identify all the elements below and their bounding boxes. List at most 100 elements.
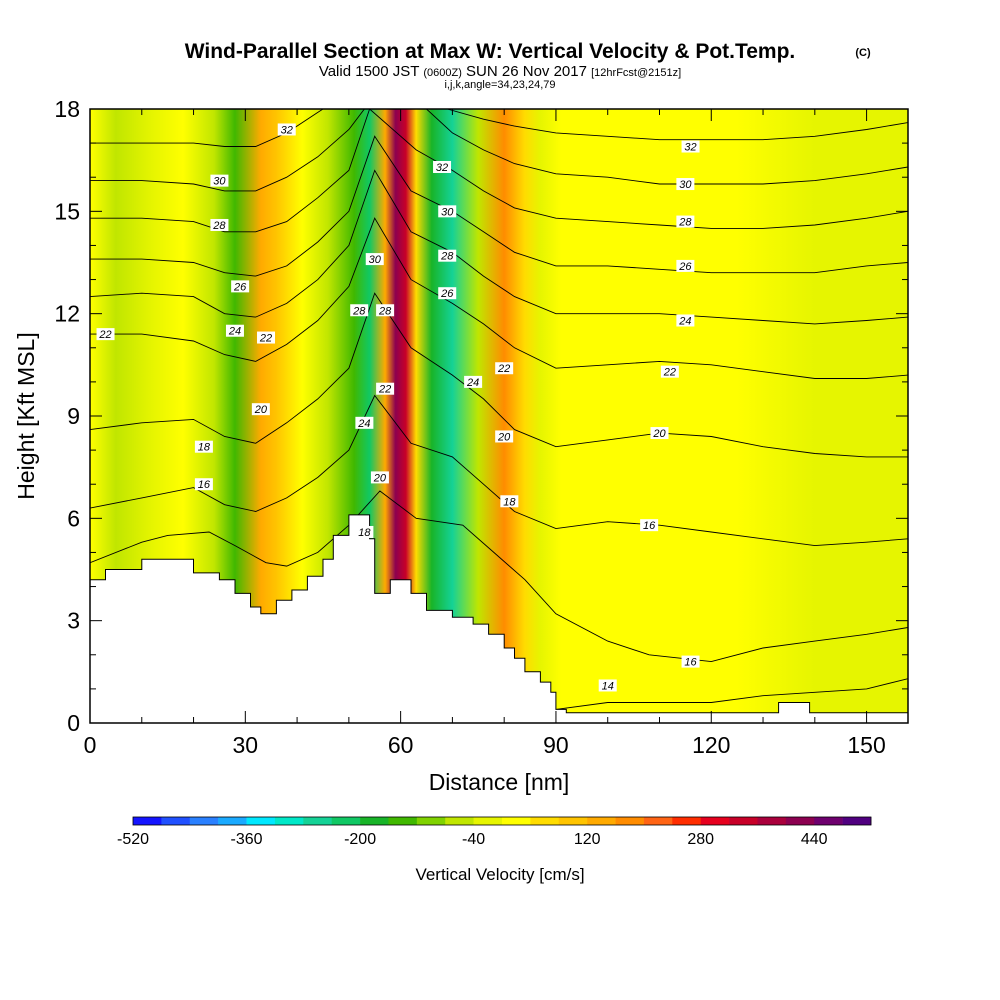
colorbar-swatch xyxy=(558,817,588,825)
contour-label: 20 xyxy=(495,430,514,443)
potential-temperature-contours xyxy=(90,109,908,710)
colorbar-tick-label: 440 xyxy=(801,831,828,848)
y-tick-label: 6 xyxy=(67,505,80,531)
contour-label: 20 xyxy=(251,403,270,416)
contour-label-bg xyxy=(277,123,296,136)
title-mark: (C) xyxy=(855,47,871,59)
contour-label-bg xyxy=(438,205,457,218)
contour-label-bg xyxy=(376,382,395,395)
colorbar-swatch xyxy=(189,817,219,825)
contour-label: 30 xyxy=(676,178,695,191)
contour-label: 16 xyxy=(640,519,659,532)
colorbar-swatch xyxy=(246,817,276,825)
contour-label-text: 28 xyxy=(678,217,692,229)
contour-label: 16 xyxy=(194,478,213,491)
contour-label: 22 xyxy=(257,331,276,345)
contour-label: 22 xyxy=(96,328,115,341)
contour-label-text: 14 xyxy=(602,680,614,692)
theta-contour-18 xyxy=(90,394,908,547)
contour-label: 32 xyxy=(277,123,296,136)
contour-labels: 32 30 28 26 24 22 22 20 18 16 30 28 28 24 22 20 18 32 30 28… xyxy=(96,123,700,692)
colorbar-swatch xyxy=(274,817,304,825)
colorbar-tick-label: 120 xyxy=(574,831,601,848)
contour-label-text: 20 xyxy=(254,404,268,416)
contour-label-text: 28 xyxy=(440,251,454,263)
contour-label-text: 22 xyxy=(378,384,391,396)
y-axis-label: Height [Kft MSL] xyxy=(13,332,39,499)
theta-contour-32 xyxy=(90,109,324,147)
contour-label: 18 xyxy=(194,440,213,454)
x-tick-label: 60 xyxy=(388,732,414,758)
contour-label-bg xyxy=(210,218,229,231)
contour-label-bg xyxy=(210,174,229,187)
contour-label: 28 xyxy=(676,215,695,229)
contour-label-bg xyxy=(370,471,389,484)
contour-label-bg xyxy=(650,427,669,440)
colorbar-swatch xyxy=(360,817,389,825)
contour-label-bg xyxy=(500,495,519,508)
y-tick-label: 3 xyxy=(67,608,80,634)
contour-label-bg xyxy=(676,178,695,191)
y-tick-label: 18 xyxy=(54,96,80,122)
contour-label-text: 18 xyxy=(358,527,371,539)
contour-label: 16 xyxy=(681,655,700,669)
colorbar-frame xyxy=(132,816,872,826)
contour-label-text: 22 xyxy=(98,329,111,341)
colorbar-swatch xyxy=(502,817,531,825)
contour-label-text: 24 xyxy=(228,326,241,338)
contour-label-bg xyxy=(676,215,695,228)
contour-label: 20 xyxy=(370,471,389,484)
contour-label-bg xyxy=(231,280,250,293)
contour-label-bg xyxy=(96,328,115,341)
contour-label: 24 xyxy=(464,375,483,389)
contour-label-text: 28 xyxy=(212,220,226,232)
contour-label: 32 xyxy=(681,140,700,154)
contour-label: 22 xyxy=(495,362,514,375)
contour-label-bg xyxy=(681,140,700,153)
colorbar-swatch xyxy=(842,817,872,825)
y-axis: 0 3 6 9 12 15 18 xyxy=(54,96,908,736)
y-tick-label: 0 xyxy=(67,710,80,736)
y-tick-label: 9 xyxy=(67,403,80,429)
contour-label: 30 xyxy=(365,253,384,266)
chart-title: Wind-Parallel Section at Max W: Vertical… xyxy=(185,40,796,63)
colorbar-tick-label: -200 xyxy=(344,831,376,848)
contour-label-text: 16 xyxy=(198,479,211,491)
colorbar-swatch xyxy=(218,817,247,825)
contour-label-bg xyxy=(464,375,483,388)
colorbar-swatch xyxy=(416,817,446,825)
contour-label: 14 xyxy=(598,679,617,692)
x-tick-label: 30 xyxy=(233,732,259,758)
contour-label-text: 30 xyxy=(679,179,692,191)
colorbar-swatch xyxy=(303,817,332,825)
theta-contour-32 xyxy=(447,109,908,141)
contour-label-bg xyxy=(365,253,384,266)
contour-label-bg xyxy=(257,331,276,344)
contour-label-text: 22 xyxy=(663,367,676,379)
colorbar-tick-labels: -520 -360 -200 -40 120 280 440 xyxy=(117,831,828,848)
contour-label-text: 28 xyxy=(378,305,392,317)
contour-label-text: 26 xyxy=(233,281,247,293)
colorbar xyxy=(132,816,872,826)
contour-label-bg xyxy=(194,440,213,453)
contour-label-text: 30 xyxy=(369,254,382,266)
contour-label: 28 xyxy=(210,218,229,232)
chart-subtitle-indices: i,j,k,angle=34,23,24,79 xyxy=(444,79,555,91)
contour-label-text: 24 xyxy=(466,377,479,389)
contour-label-bg xyxy=(438,287,457,300)
contour-label-bg xyxy=(676,259,695,272)
colorbar-swatch xyxy=(700,817,730,825)
x-tick-label: 150 xyxy=(847,732,885,758)
colorbar-swatch xyxy=(643,817,673,825)
contour-label-text: 18 xyxy=(198,442,211,454)
contour-label-bg xyxy=(495,430,514,443)
theta-contour-20 xyxy=(90,292,908,458)
contour-label-text: 26 xyxy=(678,261,692,273)
contour-label-bg xyxy=(251,403,270,416)
colorbar-swatch xyxy=(814,817,843,825)
y-tick-label: 15 xyxy=(54,198,80,224)
contour-label: 26 xyxy=(438,287,457,300)
contour-label-bg xyxy=(681,655,700,668)
contour-label-text: 26 xyxy=(440,288,454,300)
